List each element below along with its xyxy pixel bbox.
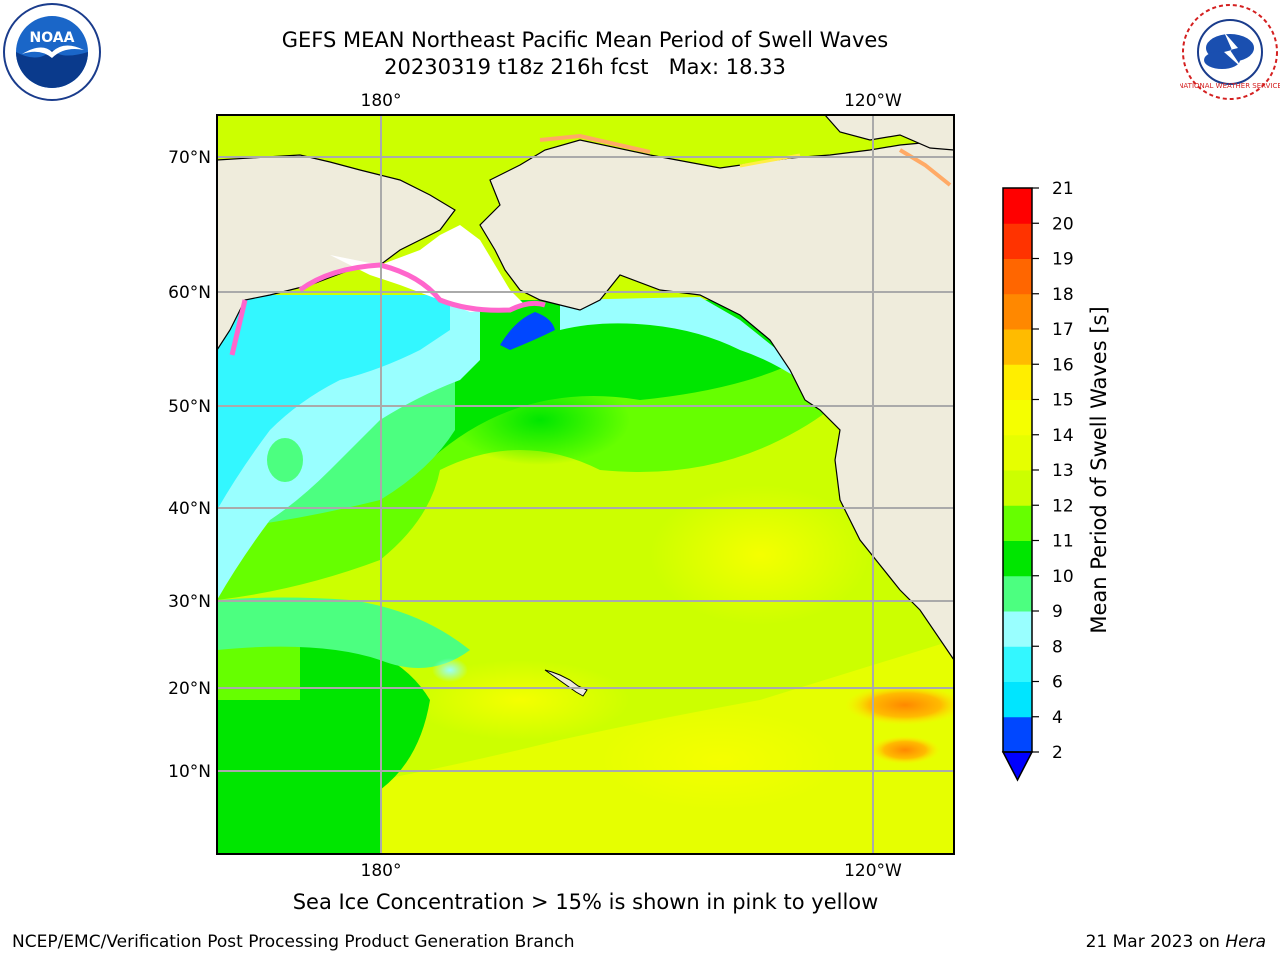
colorbar-tick-label: 9	[1052, 602, 1063, 622]
colorbar-tick-label: 12	[1052, 496, 1074, 516]
footer-credit: NCEP/EMC/Verification Post Processing Pr…	[12, 932, 575, 952]
colorbar-swatch	[1003, 434, 1032, 471]
lat-label: 30°N	[168, 592, 211, 612]
hawaii-islands	[544, 669, 588, 697]
footer-date: 21 Mar 2023 on Hera	[1086, 932, 1266, 952]
lat-label: 70°N	[168, 148, 211, 168]
lon-label-top: 180°	[361, 91, 402, 111]
colorbar-swatch	[1003, 399, 1032, 436]
chart-title: GEFS MEAN Northeast Pacific Mean Period …	[281, 28, 889, 52]
colorbar-swatch	[1003, 364, 1032, 400]
lon-label-bottom: 180°	[361, 861, 402, 881]
sea-ice-note: Sea Ice Concentration > 15% is shown in …	[292, 890, 879, 914]
colorbar-swatch	[1003, 470, 1032, 506]
colorbar-swatch	[1003, 188, 1032, 224]
colorbar-tick-label: 6	[1052, 673, 1063, 693]
lat-label: 50°N	[168, 397, 211, 417]
colorbar-tick-label: 18	[1052, 285, 1074, 305]
colorbar-tick-label: 2	[1052, 743, 1063, 763]
colorbar-tick-label: 16	[1052, 355, 1074, 375]
colorbar-tick-label: 11	[1052, 532, 1074, 552]
map-frame	[216, 114, 955, 855]
nws-logo: NATIONAL WEATHER SERVICE	[1180, 4, 1280, 100]
colorbar-swatch	[1003, 646, 1032, 682]
colorbar-swatch	[1003, 505, 1032, 541]
colorbar-tick-label: 19	[1052, 250, 1074, 270]
colorbar-extend-triangle	[1001, 751, 1034, 782]
colorbar-swatch	[1003, 575, 1032, 612]
colorbar-swatch	[1003, 611, 1032, 647]
noaa-logo-text: NOAA	[30, 30, 75, 46]
colorbar-swatch	[1003, 716, 1032, 753]
colorbar-tick-label: 10	[1052, 567, 1074, 587]
colorbar-swatch	[1003, 329, 1032, 365]
colorbar-swatch	[1003, 681, 1032, 718]
colorbar: 2 4 6 8 9 10 11 12 13 14 15 16 17 18 19 20 21	[1001, 179, 1074, 782]
colorbar-label: Mean Period of Swell Waves [s]	[1087, 306, 1111, 633]
colorbar-tick-label: 14	[1052, 426, 1074, 446]
colorbar-swatch	[1003, 258, 1032, 295]
colorbar-tick-label: 20	[1052, 214, 1074, 234]
colorbar-tick-label: 8	[1052, 637, 1063, 657]
colorbar-tick-label: 13	[1052, 461, 1074, 481]
colorbar-tick-label: 15	[1052, 391, 1074, 411]
colorbar-swatch	[1003, 223, 1032, 259]
lon-label-bottom: 120°W	[844, 861, 902, 881]
field-layer	[217, 115, 954, 854]
colorbar-tick-label: 4	[1052, 708, 1063, 728]
footer-date-text: 21 Mar 2023 on	[1085, 932, 1226, 952]
lat-label: 10°N	[168, 762, 211, 782]
colorbar-tick-label: 21	[1052, 179, 1074, 199]
graticule	[217, 115, 954, 854]
lat-label: 20°N	[168, 679, 211, 699]
land-mass	[824, 115, 954, 151]
lat-label: 40°N	[168, 499, 211, 519]
lat-label: 60°N	[168, 283, 211, 303]
colorbar-swatch	[1003, 293, 1032, 330]
lon-label-top: 120°W	[844, 91, 902, 111]
nws-logo-text: NATIONAL WEATHER SERVICE	[1180, 82, 1280, 90]
colorbar-swatch	[1003, 540, 1032, 577]
noaa-logo: NOAA	[3, 3, 101, 101]
chart-subtitle: 20230319 t18z 216h fcst Max: 18.33	[384, 55, 786, 79]
colorbar-tick-label: 17	[1052, 320, 1074, 340]
footer-host: Hera	[1225, 932, 1266, 952]
